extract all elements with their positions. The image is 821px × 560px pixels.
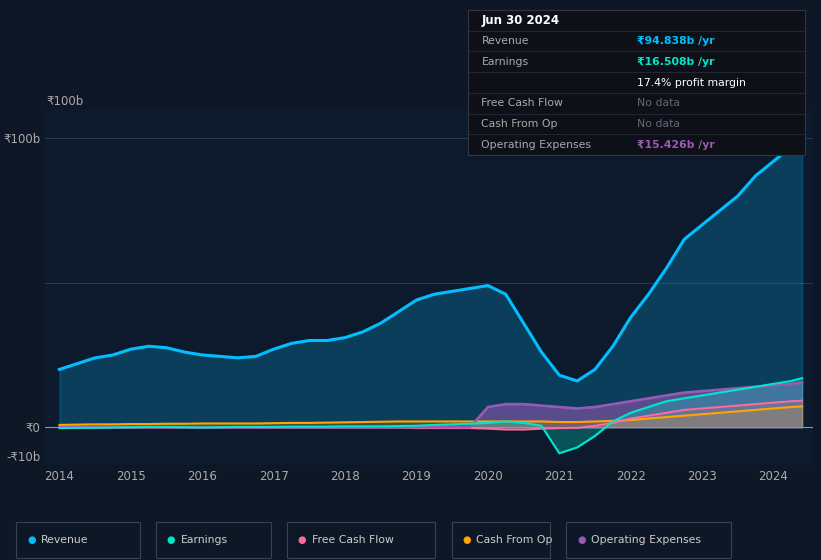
Text: Jun 30 2024: Jun 30 2024 — [481, 14, 560, 27]
Text: ₹94.838b /yr: ₹94.838b /yr — [636, 36, 714, 46]
Text: Cash From Op: Cash From Op — [476, 535, 553, 545]
Text: 17.4% profit margin: 17.4% profit margin — [636, 77, 745, 87]
Text: ₹100b: ₹100b — [47, 95, 84, 108]
Text: No data: No data — [636, 119, 680, 129]
Text: Cash From Op: Cash From Op — [481, 119, 558, 129]
Text: ●: ● — [27, 535, 35, 545]
Text: ₹15.426b /yr: ₹15.426b /yr — [636, 139, 714, 150]
Text: ●: ● — [462, 535, 470, 545]
Text: Revenue: Revenue — [41, 535, 89, 545]
Text: ●: ● — [167, 535, 175, 545]
Text: Free Cash Flow: Free Cash Flow — [312, 535, 394, 545]
Text: Operating Expenses: Operating Expenses — [591, 535, 701, 545]
Text: Earnings: Earnings — [481, 57, 529, 67]
Text: Free Cash Flow: Free Cash Flow — [481, 98, 563, 108]
Text: Earnings: Earnings — [181, 535, 227, 545]
Text: Operating Expenses: Operating Expenses — [481, 139, 591, 150]
Text: No data: No data — [636, 98, 680, 108]
Text: Revenue: Revenue — [481, 36, 529, 46]
Text: ●: ● — [298, 535, 306, 545]
Text: ₹16.508b /yr: ₹16.508b /yr — [636, 57, 714, 67]
Text: ●: ● — [577, 535, 585, 545]
